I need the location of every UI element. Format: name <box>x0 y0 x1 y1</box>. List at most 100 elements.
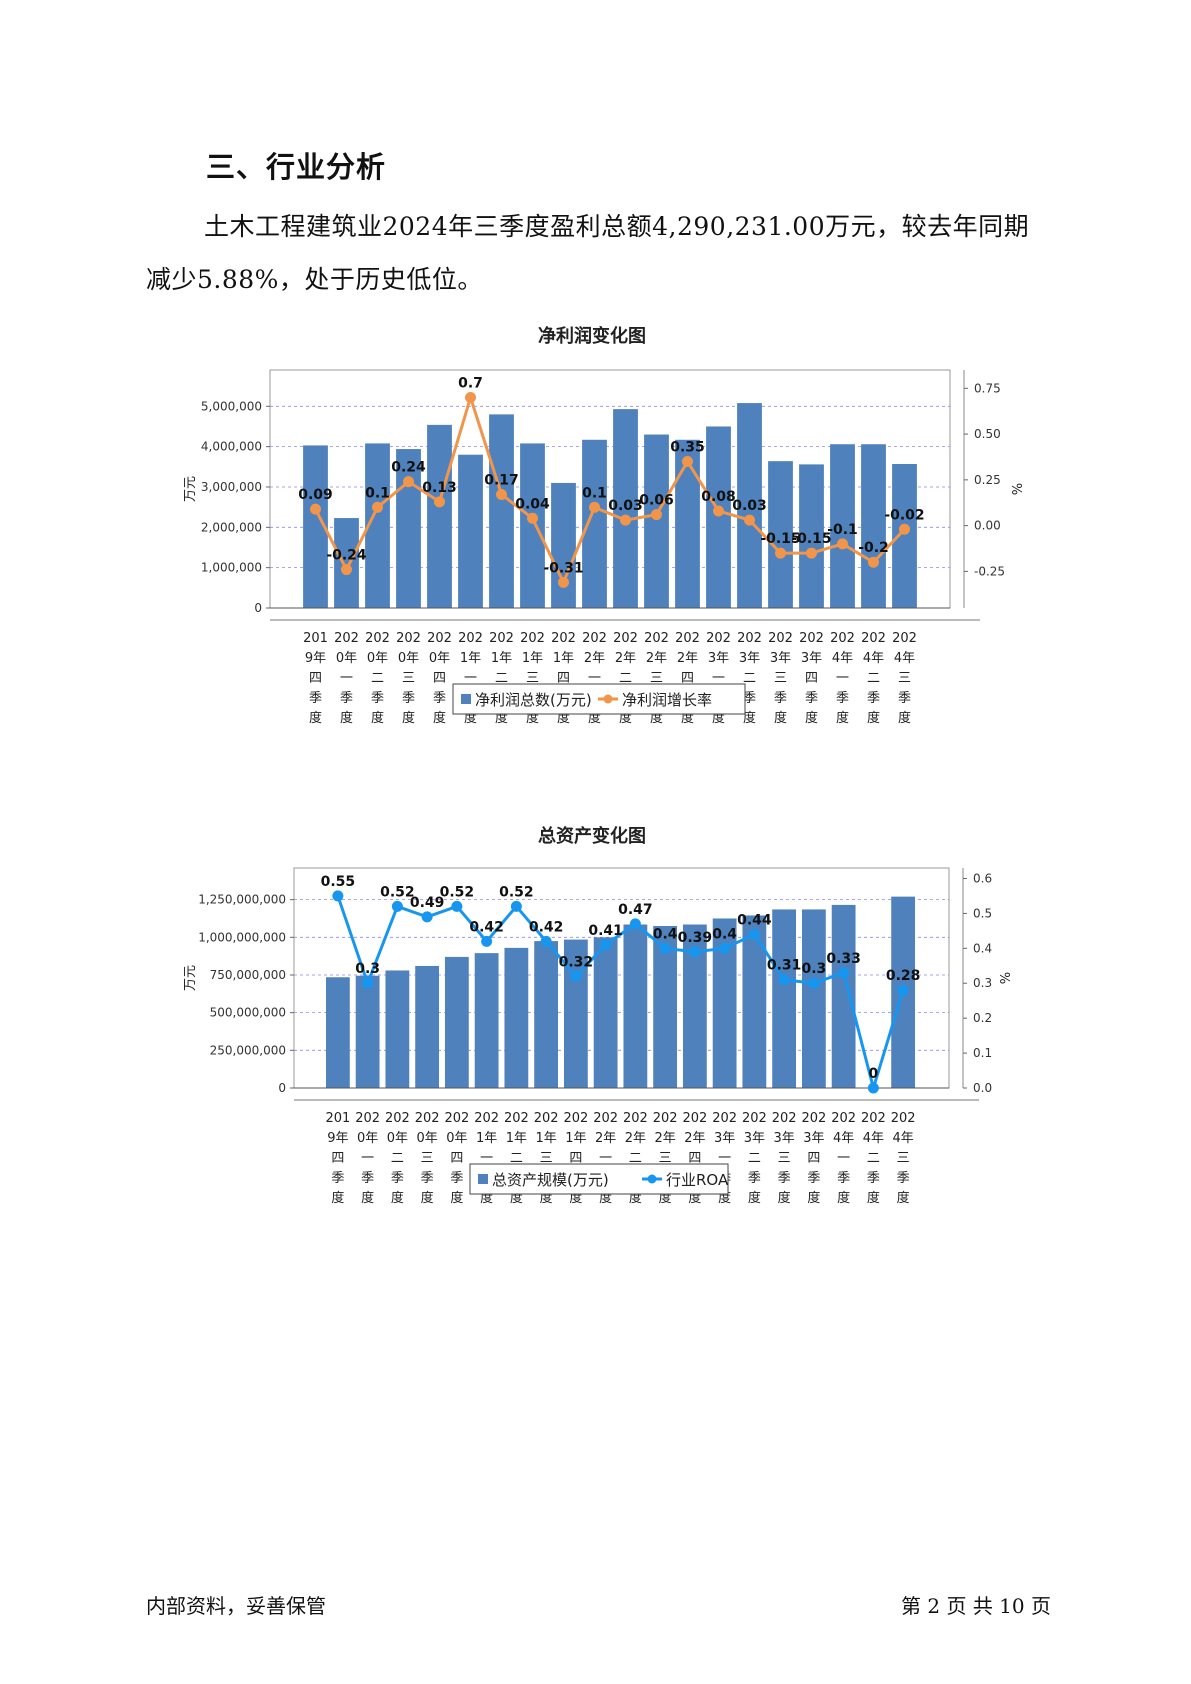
x-tick-label: 0年 <box>416 1131 437 1146</box>
y-tick-label: 3,000,000 <box>201 480 262 494</box>
y2-tick-label: 0.0 <box>973 1081 992 1095</box>
x-tick-label: 季 <box>867 1171 880 1186</box>
line-point <box>600 939 612 951</box>
x-tick-label: 2年 <box>654 1131 675 1146</box>
chart-title: 净利润变化图 <box>538 325 646 347</box>
bar <box>444 956 469 1088</box>
x-tick-label: 202 <box>892 631 917 646</box>
footer-confidential: 内部资料，妥善保管 <box>146 1594 326 1618</box>
x-tick-label: 3年 <box>803 1131 824 1146</box>
x-tick-label: 度 <box>867 710 880 726</box>
x-tick-label: 二 <box>510 1151 523 1166</box>
data-label: 0.41 <box>588 923 623 939</box>
x-tick-label: 1年 <box>522 651 543 666</box>
x-tick-label: 一 <box>480 1151 493 1166</box>
x-tick-label: 度 <box>897 1190 910 1206</box>
x-tick-label: 2年 <box>615 651 636 666</box>
data-label: 0.33 <box>826 951 861 967</box>
x-tick-label: 四 <box>805 671 818 686</box>
x-tick-label: 二 <box>619 671 632 686</box>
line-point <box>629 918 641 930</box>
x-tick-label: 一 <box>464 671 477 686</box>
x-tick-label: 一 <box>837 1151 850 1166</box>
data-label: -0.15 <box>760 531 800 547</box>
data-label: 0.1 <box>365 485 390 501</box>
x-tick-label: 三 <box>778 1151 791 1166</box>
y2-tick-label: 0.1 <box>973 1046 992 1060</box>
data-label: 0.55 <box>321 874 356 890</box>
line-point <box>341 564 352 576</box>
x-tick-label: 季 <box>331 1171 344 1186</box>
x-tick-label: 2年 <box>584 651 605 666</box>
x-tick-label: 度 <box>743 710 756 726</box>
data-label: 0.49 <box>410 895 445 911</box>
x-tick-label: 季 <box>402 691 415 706</box>
bar <box>385 970 410 1088</box>
x-tick-label: 季 <box>805 691 818 706</box>
x-tick-label: 1年 <box>535 1131 556 1146</box>
x-tick-label: 三 <box>421 1151 434 1166</box>
x-tick-label: 一 <box>361 1151 374 1166</box>
x-tick-label: 0年 <box>446 1131 467 1146</box>
bar <box>623 924 648 1088</box>
line-point <box>496 488 507 500</box>
data-label: 0.42 <box>469 919 504 935</box>
line-point <box>481 935 493 947</box>
x-tick-label: 202 <box>644 631 669 646</box>
bar <box>593 937 618 1088</box>
y-tick-label: 750,000,000 <box>210 968 286 982</box>
x-tick-label: 1年 <box>506 1131 527 1146</box>
bar <box>489 414 514 608</box>
x-tick-label: 202 <box>742 1111 767 1126</box>
x-tick-label: 202 <box>534 1111 559 1126</box>
x-tick-label: 度 <box>807 1190 820 1206</box>
x-tick-label: 度 <box>450 1190 463 1206</box>
y-tick-label: 4,000,000 <box>201 440 262 454</box>
data-label: 0.1 <box>582 485 607 501</box>
x-tick-label: 一 <box>712 671 725 686</box>
bar <box>325 977 350 1088</box>
bar <box>520 443 545 608</box>
data-label: -0.15 <box>791 531 831 547</box>
x-tick-label: 0年 <box>387 1131 408 1146</box>
x-tick-label: 度 <box>748 1190 761 1206</box>
section-title: 三、行业分析 <box>206 150 387 184</box>
x-tick-label: 9年 <box>305 651 326 666</box>
x-tick-label: 季 <box>743 691 756 706</box>
x-tick-label: 度 <box>774 710 787 726</box>
x-tick-label: 202 <box>861 631 886 646</box>
data-label: 0.3 <box>801 961 826 977</box>
x-tick-label: 度 <box>391 1190 404 1206</box>
x-tick-label: 季 <box>774 691 787 706</box>
x-tick-label: 202 <box>489 631 514 646</box>
line-point <box>570 970 582 982</box>
line-point <box>465 391 476 403</box>
x-tick-label: 202 <box>830 631 855 646</box>
data-label: 0.06 <box>639 493 674 509</box>
x-tick-label: 202 <box>682 1111 707 1126</box>
data-label: 0.03 <box>608 498 643 514</box>
x-tick-label: 季 <box>836 691 849 706</box>
data-label: 0.24 <box>391 460 426 476</box>
y2-tick-label: 0.75 <box>974 381 1001 395</box>
x-tick-label: 度 <box>778 1190 791 1206</box>
x-tick-label: 202 <box>706 631 731 646</box>
x-tick-label: 季 <box>371 691 384 706</box>
x-tick-label: 202 <box>563 1111 588 1126</box>
line-point <box>310 503 321 515</box>
x-tick-label: 202 <box>355 1111 380 1126</box>
line-point <box>421 911 433 923</box>
y-tick-label: 5,000,000 <box>201 399 262 413</box>
bar <box>334 518 359 608</box>
x-tick-label: 0年 <box>398 651 419 666</box>
legend-line-marker <box>603 694 613 704</box>
data-label: 0.4 <box>653 926 678 942</box>
line-point <box>867 1082 879 1094</box>
legend-item-bar: 净利润总数(万元) <box>475 691 592 709</box>
x-tick-label: 四 <box>309 671 322 686</box>
bar <box>830 444 855 608</box>
line-point <box>778 974 790 986</box>
line-point <box>391 900 403 912</box>
data-label: -0.31 <box>543 560 583 576</box>
x-tick-label: 季 <box>450 1171 463 1186</box>
